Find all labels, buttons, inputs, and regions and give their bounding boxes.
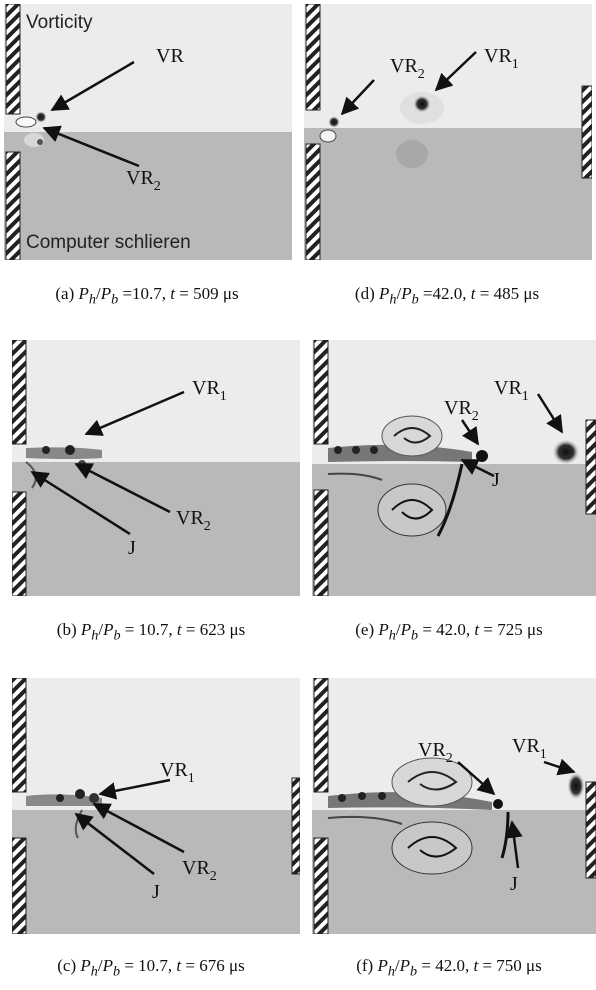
panel-c-image: VR1 VR2 J	[12, 678, 300, 934]
svg-text:VR1: VR1	[160, 759, 195, 786]
label-vr2: VR	[444, 397, 472, 419]
panel-f-image: VR2 VR1 J	[312, 678, 596, 934]
svg-text:VR2: VR2	[444, 397, 479, 424]
label-vr: VR	[156, 45, 184, 67]
schlieren-label: Computer schlieren	[26, 232, 191, 253]
vorticity-label: Vorticity	[26, 12, 93, 33]
svg-text:VR: VR	[156, 45, 184, 67]
svg-text:VR2: VR2	[182, 857, 217, 884]
label-vr1: VR	[512, 735, 540, 757]
panel-e-image: VR1 VR2 J	[312, 340, 596, 596]
caption-a: (a) Ph/Pb =10.7, t = 509 μs	[55, 284, 239, 308]
caption-b: (b) Ph/Pb = 10.7, t = 623 μs	[56, 620, 246, 644]
label-vr2-sub: 2	[154, 179, 161, 194]
svg-text:VR2: VR2	[418, 739, 453, 766]
caption-e: (e) Ph/Pb = 42.0, t = 725 μs	[355, 620, 543, 644]
label-vr2: VR	[176, 507, 204, 529]
label-vr1: VR	[484, 45, 512, 67]
panel-a: VR VR2 Vorticity Computer schlieren	[4, 4, 292, 260]
label-vr2: VR	[390, 55, 418, 77]
label-j: J	[128, 537, 136, 559]
svg-text:VR1: VR1	[494, 377, 529, 404]
label-vr1: VR	[160, 759, 188, 781]
panel-e: VR1 VR2 J	[312, 340, 596, 596]
panel-b: VR1 VR2 J	[12, 340, 300, 596]
label-j: J	[152, 881, 160, 903]
panel-b-image: VR1 VR2 J	[12, 340, 300, 596]
panel-c: VR1 VR2 J	[12, 678, 300, 934]
label-vr2: VR	[182, 857, 210, 879]
panel-a-image: VR VR2 Vorticity Computer schlieren	[4, 4, 292, 260]
svg-text:VR1: VR1	[512, 735, 547, 762]
svg-text:VR2: VR2	[390, 55, 425, 82]
label-vr2: VR	[418, 739, 446, 761]
caption-d: (d) Ph/Pb =42.0, t = 485 μs	[354, 284, 540, 308]
panel-f: VR2 VR1 J	[312, 678, 596, 934]
panel-d-image: VR2 VR1	[304, 4, 592, 260]
label-j: J	[510, 873, 518, 895]
panel-d: VR2 VR1	[304, 4, 592, 260]
label-vr2: VR	[126, 167, 154, 189]
label-vr1: VR	[192, 377, 220, 399]
svg-text:VR1: VR1	[484, 45, 519, 72]
svg-text:VR2: VR2	[126, 167, 161, 194]
svg-text:VR1: VR1	[192, 377, 227, 404]
label-j: J	[492, 469, 500, 491]
label-vr1: VR	[494, 377, 522, 399]
caption-c: (c) Ph/Pb = 10.7, t = 676 μs	[57, 956, 245, 980]
svg-text:VR2: VR2	[176, 507, 211, 534]
caption-f: (f) Ph/Pb = 42.0, t = 750 μs	[356, 956, 542, 980]
